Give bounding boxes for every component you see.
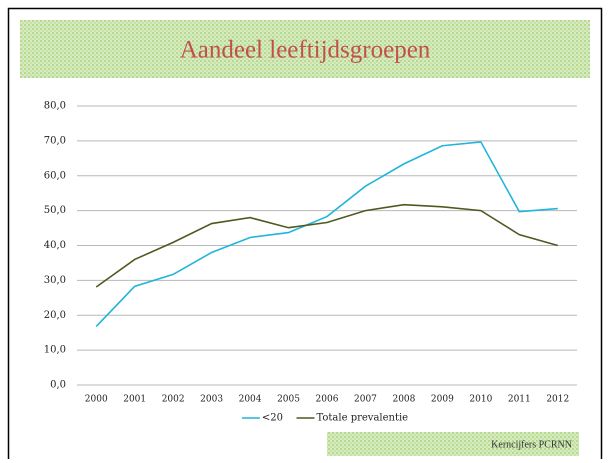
chart-title: Aandeel leeftijdsgroepen: [180, 37, 431, 64]
x-tick-label: 2000: [85, 395, 108, 405]
x-tick-label: 2007: [354, 395, 377, 405]
x-tick-label: 2006: [316, 395, 339, 405]
x-tick-label: 2001: [123, 395, 146, 405]
y-tick-label: 30,0: [44, 275, 66, 286]
x-tick-label: 2005: [277, 395, 300, 405]
series-line: [95, 203, 558, 288]
x-tick-label: 2002: [162, 395, 185, 405]
x-tick-label: 2003: [200, 395, 223, 405]
legend-label: <20: [262, 413, 283, 424]
x-tick-label: 2011: [508, 395, 531, 405]
y-tick-label: 70,0: [44, 135, 66, 146]
y-tick-label: 20,0: [44, 310, 66, 321]
x-tick-label: 2012: [546, 395, 569, 405]
legend-label: Totale prevalentie: [317, 413, 409, 424]
y-tick-label: 10,0: [44, 345, 66, 356]
y-tick-label: 80,0: [44, 101, 66, 112]
x-tick-label: 2008: [392, 395, 415, 405]
x-tick-label: 2010: [469, 395, 492, 405]
slide-frame: [7, 7, 603, 459]
x-tick-label: 2009: [431, 395, 454, 405]
y-tick-label: 40,0: [44, 240, 66, 251]
y-tick-label: 50,0: [44, 205, 66, 216]
footer: Kerncijfers PCRNN: [491, 439, 572, 450]
series-line: [95, 141, 558, 327]
y-tick-label: 60,0: [44, 170, 66, 181]
footer-bar: [327, 432, 579, 456]
x-tick-label: 2004: [239, 395, 262, 405]
title-bar: [20, 20, 590, 78]
y-tick-label: 0,0: [50, 380, 66, 391]
